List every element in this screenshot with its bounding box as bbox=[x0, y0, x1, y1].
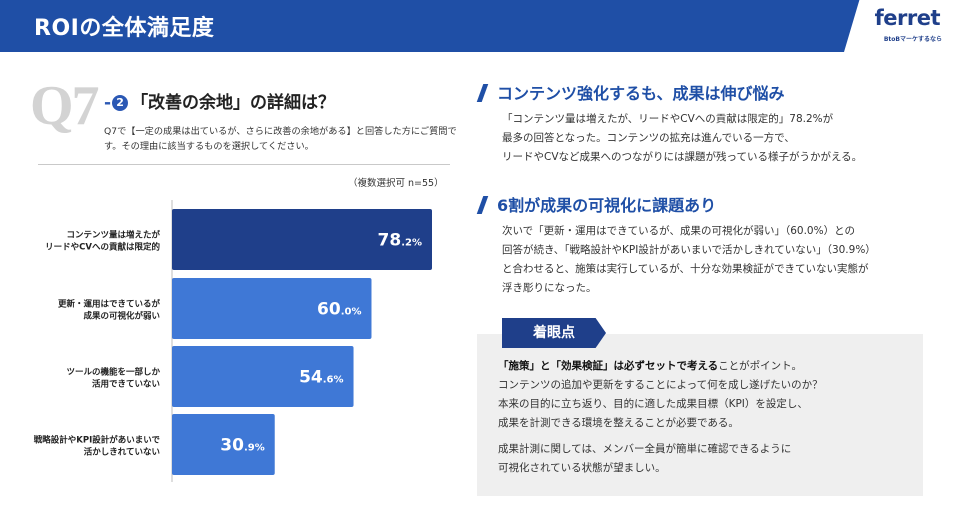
category-label: ツールの機能を一部しか bbox=[66, 367, 160, 378]
section-2-line: 浮き彫りになった。 bbox=[502, 282, 597, 294]
bar bbox=[172, 346, 354, 407]
section-1-line: リードやCVなど成果へのつながりには課題が残っている様子がうかがえる。 bbox=[502, 151, 863, 163]
slash-icon bbox=[476, 84, 489, 102]
question-description: Q7で【一定の成果は出ているが、さらに改善の余地がある】と回答した方にご質問です… bbox=[104, 126, 457, 152]
keypoint-bold-tail: ことがポイント。 bbox=[718, 360, 802, 372]
circled-number-icon: 2 bbox=[112, 95, 129, 111]
bar-value-label: 78.2% bbox=[378, 231, 422, 251]
section-2-line: と合わせると、施策は実行しているが、十分な効果検証ができていない実態が bbox=[502, 263, 869, 275]
bar bbox=[172, 414, 275, 475]
keypoint-box bbox=[477, 334, 923, 496]
logo-area: ferret BtoBマーケするなら bbox=[844, 0, 954, 52]
category-label: 更新・運用はできているが bbox=[58, 299, 161, 310]
category-label: リードやCVへの貢献は限定的 bbox=[45, 242, 160, 253]
section-2-line: 次いで「更新・運用はできているが、成果の可視化が弱い」（60.0%）との bbox=[502, 225, 855, 237]
category-label: 活かしきれていない bbox=[84, 447, 160, 458]
divider bbox=[38, 164, 450, 165]
section-2-line: 回答が続き、「戦略設計やKPI設計があいまいで活かしきれていない」（30.9%） bbox=[502, 244, 876, 256]
section-1-body: 「コンテンツ量は増えたが、リードやCVへの貢献は限定的」78.2%が 最多の回答… bbox=[502, 110, 932, 167]
keypoint-line: コンテンツの追加や更新をすることによって何を成し遂げたいのか？ bbox=[498, 379, 823, 391]
bar-value-label: 60.0% bbox=[317, 300, 361, 320]
sample-note: （複数選択可 n=55） bbox=[348, 178, 444, 189]
section-1-line: 「コンテンツ量は増えたが、リードやCVへの貢献は限定的」78.2%が bbox=[502, 113, 834, 125]
section-2-heading: 6割が成果の可視化に課題あり bbox=[476, 192, 717, 216]
section-1-line: 最多の回答となった。コンテンツの拡充は進んでいる一方で、 bbox=[502, 132, 795, 144]
section-1-heading: コンテンツ強化するも、成果は伸び悩み bbox=[476, 80, 785, 104]
keypoint-bold: 「施策」と「効果検証」は必ずセットで考える bbox=[498, 360, 719, 372]
keypoint-text: 「施策」と「効果検証」は必ずセットで考えることがポイント。 コンテンツの追加や更… bbox=[498, 357, 910, 478]
bar-value-label: 30.9% bbox=[220, 436, 264, 456]
question-title-row: -2 「改善の余地」の詳細は？ bbox=[104, 88, 335, 113]
category-label: 戦略設計やKPI設計があいまいで bbox=[34, 435, 161, 446]
keypoint-label: 着眼点 bbox=[502, 318, 606, 348]
category-label: 成果の可視化が弱い bbox=[83, 311, 160, 322]
bar bbox=[172, 209, 432, 270]
keypoint-line: 本来の目的に立ち返り、目的に適した成果目標（KPI）を設定し、 bbox=[498, 398, 808, 410]
section-1-title: コンテンツ強化するも、成果は伸び悩み bbox=[497, 84, 785, 103]
bar bbox=[172, 278, 372, 339]
slash-icon bbox=[476, 196, 489, 214]
keypoint-line: 可視化されている状態が望ましい。 bbox=[498, 462, 666, 474]
section-2-body: 次いで「更新・運用はできているが、成果の可視化が弱い」（60.0%）との 回答が… bbox=[502, 222, 942, 298]
question-title: 「改善の余地」の詳細は？ bbox=[131, 93, 336, 113]
page-title: ROIの全体満足度 bbox=[34, 16, 215, 41]
category-label: 活用できていない bbox=[92, 379, 160, 390]
keypoint-line: 成果を計測できる環境を整えることが必要である。 bbox=[498, 417, 739, 429]
category-label: コンテンツ量は増えたが bbox=[66, 230, 160, 241]
header-bar: ROIの全体満足度 ferret BtoBマーケするなら bbox=[0, 0, 954, 52]
keypoint-line: 成果計測に関しては、メンバー全員が簡単に確認できるように bbox=[498, 443, 792, 455]
bar-value-label: 54.6% bbox=[299, 368, 343, 388]
section-2-title: 6割が成果の可視化に課題あり bbox=[497, 196, 717, 215]
logo-tagline: BtoBマーケするなら bbox=[883, 36, 942, 43]
keypoint-first-line: 「施策」と「効果検証」は必ずセットで考えることがポイント。 bbox=[498, 357, 910, 376]
question-dash: - bbox=[104, 93, 112, 113]
question-number: Q7 bbox=[30, 75, 100, 137]
ferret-logo: ferret bbox=[874, 6, 941, 30]
